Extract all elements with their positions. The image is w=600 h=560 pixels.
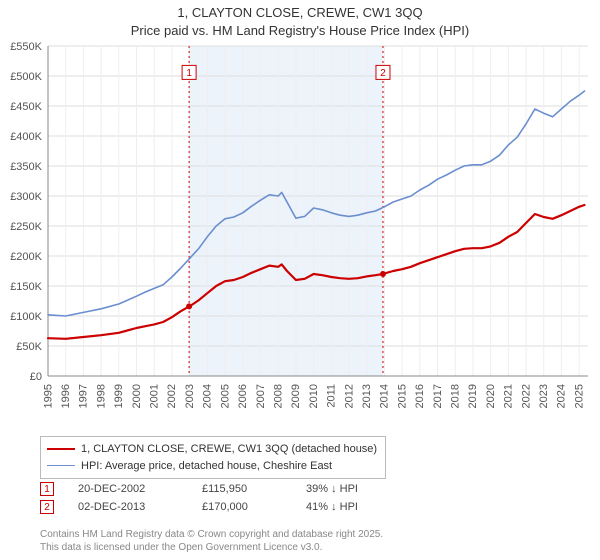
sale-date: 02-DEC-2013 <box>78 501 178 513</box>
legend-row: HPI: Average price, detached house, Ches… <box>47 458 377 475</box>
sale-marker-number: 1 <box>186 68 192 79</box>
legend-label: HPI: Average price, detached house, Ches… <box>81 458 332 475</box>
x-axis-label: 2018 <box>450 384 462 408</box>
sale-date: 20-DEC-2002 <box>78 483 178 495</box>
chart-area: £0 £50K £100K £150K £200K £250K £300K £350K £400… <box>0 40 600 426</box>
sales-table: 1 20-DEC-2002 £115,950 39% ↓ HPI 2 02-DEC-201… <box>40 480 396 516</box>
y-axis-label: £550K <box>10 41 42 53</box>
y-axis-label: £150K <box>10 281 42 293</box>
sale-price: £115,950 <box>202 483 282 495</box>
x-axis-label: 2017 <box>432 384 444 408</box>
footer: Contains HM Land Registry data © Crown c… <box>40 529 383 554</box>
y-axis-label: £400K <box>10 131 42 143</box>
sale-delta: 39% ↓ HPI <box>306 483 396 495</box>
y-axis-label: £100K <box>10 311 42 323</box>
x-axis-label: 2016 <box>414 384 426 408</box>
sale-marker-ref: 1 <box>40 482 54 496</box>
x-axis-label: 2002 <box>166 384 178 408</box>
x-axis-label: 2023 <box>538 384 550 408</box>
sale-marker-number: 2 <box>380 68 386 79</box>
x-axis-label: 1997 <box>78 384 90 408</box>
x-axis-label: 1999 <box>113 384 125 408</box>
sale-row: 2 02-DEC-2013 £170,000 41% ↓ HPI <box>40 498 396 516</box>
chart-title: 1, CLAYTON CLOSE, CREWE, CW1 3QQ Price p… <box>0 0 600 41</box>
legend-swatch <box>47 448 75 450</box>
y-axis-label: £300K <box>10 191 42 203</box>
x-axis-label: 2010 <box>308 384 320 408</box>
x-axis-label: 1995 <box>42 384 54 408</box>
sale-price: £170,000 <box>202 501 282 513</box>
y-axis-label: £450K <box>10 101 42 113</box>
title-line2: Price paid vs. HM Land Registry's House … <box>0 22 600 40</box>
x-axis-label: 2006 <box>237 384 249 408</box>
x-axis-label: 2001 <box>149 384 161 408</box>
x-axis-label: 2007 <box>255 384 267 408</box>
title-line1: 1, CLAYTON CLOSE, CREWE, CW1 3QQ <box>0 4 600 22</box>
x-axis-label: 2025 <box>573 384 585 408</box>
x-axis-label: 2020 <box>485 384 497 408</box>
x-axis-label: 2019 <box>467 384 479 408</box>
legend-label: 1, CLAYTON CLOSE, CREWE, CW1 3QQ (detach… <box>81 441 377 458</box>
x-axis-label: 2011 <box>326 384 338 408</box>
x-axis-label: 2003 <box>184 384 196 408</box>
sale-marker-ref: 2 <box>40 500 54 514</box>
x-axis-label: 1998 <box>95 384 107 408</box>
x-axis-label: 2022 <box>520 384 532 408</box>
footer-line1: Contains HM Land Registry data © Crown c… <box>40 529 383 542</box>
x-axis-label: 2004 <box>202 384 214 408</box>
x-axis-label: 2008 <box>272 384 284 408</box>
price-chart: £0 £50K £100K £150K £200K £250K £300K £350K £400… <box>0 40 600 426</box>
y-axis-label: £350K <box>10 161 42 173</box>
sale-row: 1 20-DEC-2002 £115,950 39% ↓ HPI <box>40 480 396 498</box>
y-axis-label: £200K <box>10 251 42 263</box>
sale-delta: 41% ↓ HPI <box>306 501 396 513</box>
highlight-band <box>189 46 383 376</box>
x-axis-label: 2021 <box>503 384 515 408</box>
y-axis-label: £0 <box>30 371 42 383</box>
x-axis-label: 2005 <box>219 384 231 408</box>
x-axis-label: 2014 <box>379 384 391 408</box>
x-axis-label: 2015 <box>396 384 408 408</box>
x-axis-label: 1996 <box>60 384 72 408</box>
y-axis-label: £250K <box>10 221 42 233</box>
footer-line2: This data is licensed under the Open Gov… <box>40 542 383 555</box>
legend-swatch <box>47 465 75 466</box>
legend: 1, CLAYTON CLOSE, CREWE, CW1 3QQ (detach… <box>40 436 386 479</box>
legend-row: 1, CLAYTON CLOSE, CREWE, CW1 3QQ (detach… <box>47 441 377 458</box>
x-axis-label: 2024 <box>556 384 568 408</box>
y-axis-label: £500K <box>10 71 42 83</box>
x-axis-label: 2012 <box>343 384 355 408</box>
x-axis-label: 2000 <box>131 384 143 408</box>
y-axis-label: £50K <box>16 341 42 353</box>
x-axis-label: 2013 <box>361 384 373 408</box>
x-axis-label: 2009 <box>290 384 302 408</box>
